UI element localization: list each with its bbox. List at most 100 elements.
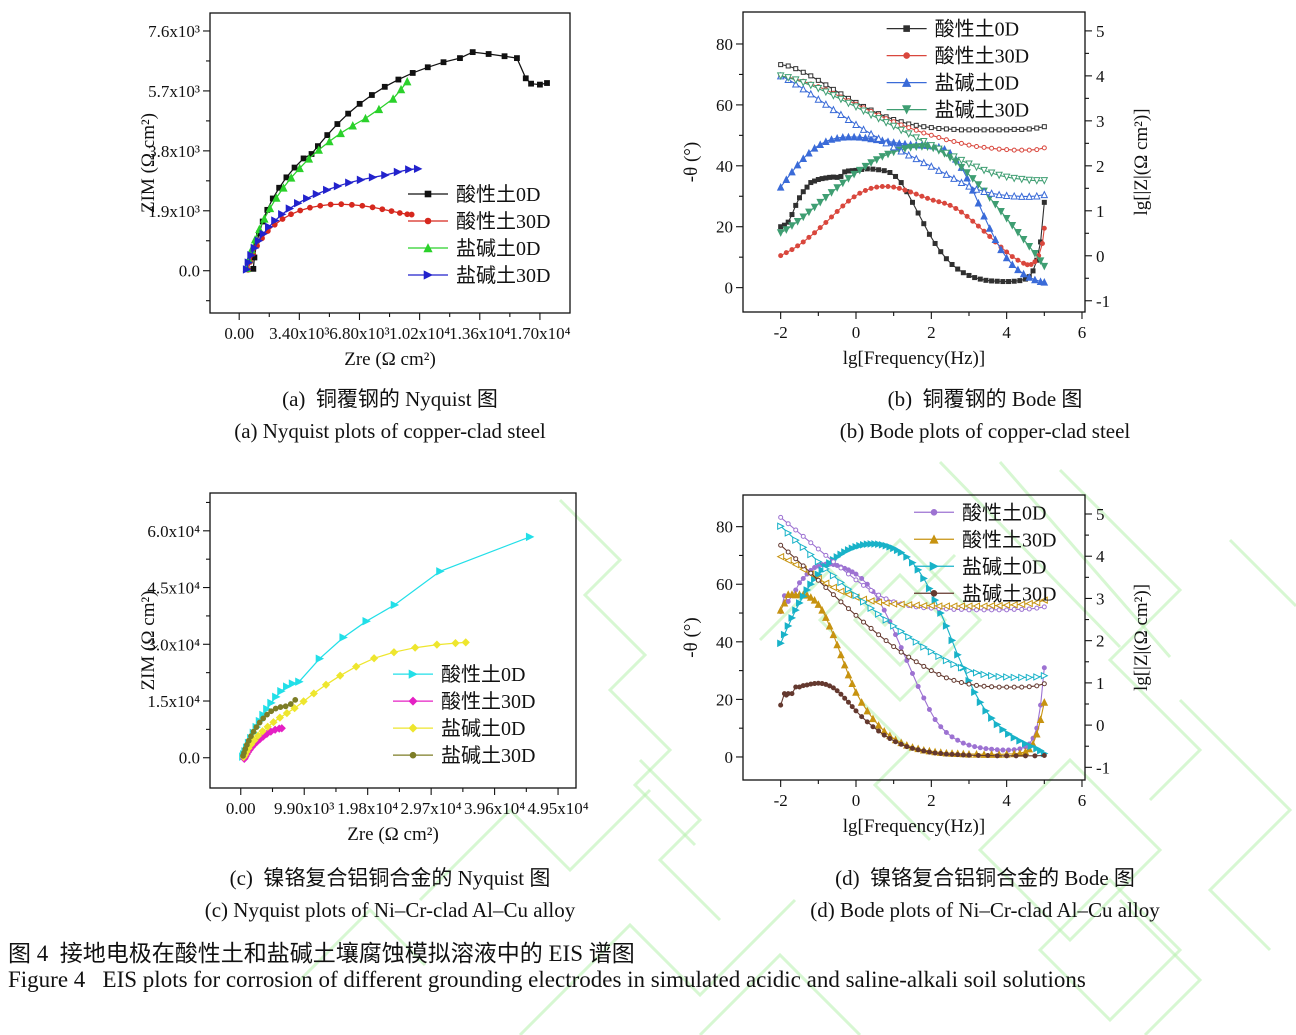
svg-text:5.7x10³: 5.7x10³ xyxy=(148,82,200,101)
svg-text:-1: -1 xyxy=(1096,292,1110,311)
chart-b-series-1-curve xyxy=(778,184,1047,268)
svg-text:0: 0 xyxy=(1096,716,1105,735)
svg-text:60: 60 xyxy=(716,575,733,594)
svg-text:盐碱土30D: 盐碱土30D xyxy=(456,264,550,287)
svg-text:9.90x10³: 9.90x10³ xyxy=(274,799,334,818)
svg-text:0: 0 xyxy=(1096,247,1105,266)
chart-c-series-2-curve xyxy=(239,638,470,762)
subcaption-b-cn: (b) 铜覆钢的 Bode 图 xyxy=(887,387,1083,411)
svg-text:5: 5 xyxy=(1096,505,1105,524)
chart-a-tick-labels: 0.00 3.40x10³ 6.80x10³ 1.02x10⁴1.36x10⁴1.70… xyxy=(148,22,570,343)
chart-b-axes xyxy=(736,11,1092,319)
chart-b-axis-titles: lg[Frequency(Hz)] -θ (°) lg[|Z|(Ω cm²)] xyxy=(681,108,1152,369)
svg-text:1: 1 xyxy=(1096,202,1105,221)
svg-text:0.00: 0.00 xyxy=(224,324,254,343)
chart-d-series-3-curve xyxy=(778,680,1047,759)
svg-text:2: 2 xyxy=(927,323,936,342)
subcaption-a-en: (a) Nyquist plots of copper-clad steel xyxy=(234,419,546,443)
chart-a-axis-titles: Zre (Ω cm²) ZIM (Ω cm²) xyxy=(138,113,436,370)
subcaption-c-en: (c) Nyquist plots of Ni–Cr-clad Al–Cu al… xyxy=(204,898,576,922)
chart-a-legend: 酸性土0D 酸性土30D 盐碱土0D 盐碱土30D xyxy=(408,183,550,287)
svg-text:-θ (°): -θ (°) xyxy=(681,617,702,657)
svg-text:7.6x10³: 7.6x10³ xyxy=(148,22,200,41)
svg-text:4: 4 xyxy=(1002,323,1011,342)
subcaption-d-en: (d) Bode plots of Ni–Cr-clad Al–Cu alloy xyxy=(810,898,1160,922)
subcaption-b-en: (b) Bode plots of copper-clad steel xyxy=(839,419,1131,443)
svg-text:0: 0 xyxy=(725,279,734,298)
svg-text:Zre (Ω cm²): Zre (Ω cm²) xyxy=(344,349,436,370)
chart-d-axis-titles: lg[Frequency(Hz)] -θ (°) lg[|Z|(Ω cm²)] xyxy=(681,584,1152,837)
chart-a-series-3-curve xyxy=(242,164,423,274)
svg-text:2.97x10⁴: 2.97x10⁴ xyxy=(401,799,462,818)
chart-b-series-4-impedance xyxy=(778,62,1047,133)
svg-text:lg[|Z|(Ω cm²)]: lg[|Z|(Ω cm²)] xyxy=(1131,584,1152,691)
chart-b-legend: 酸性土0D 酸性土30D 盐碱土0D 盐碱土30D xyxy=(886,18,1029,122)
svg-text:0.00: 0.00 xyxy=(226,799,256,818)
svg-text:lg[|Z|(Ω cm²)]: lg[|Z|(Ω cm²)] xyxy=(1131,108,1152,215)
svg-text:3.0x10⁴: 3.0x10⁴ xyxy=(147,635,200,654)
chart-c-nyquist-nicr-clad-alcu-alloy: 0.00 9.90x10³ 1.98x10⁴ 2.97x10⁴ 3.96x10⁴ 4.95… xyxy=(138,492,589,845)
svg-text:6.0x10⁴: 6.0x10⁴ xyxy=(147,522,200,541)
chart-a-series-1-curve xyxy=(245,201,415,273)
figure-caption-english: Figure 4 EIS plots for corrosion of diff… xyxy=(8,967,1086,992)
svg-text:-2: -2 xyxy=(774,323,788,342)
svg-text:盐碱土30D: 盐碱土30D xyxy=(441,744,535,767)
chart-d-series-6-impedance xyxy=(777,522,1049,682)
figure-caption-chinese: 图 4 接地电极在酸性土和盐碱土壤腐蚀模拟溶液中的 EIS 谱图 xyxy=(8,941,635,966)
svg-text:1: 1 xyxy=(1096,674,1105,693)
chart-c-legend: 酸性土0D 酸性土30D 盐碱土0D 盐碱土30D xyxy=(393,663,535,767)
svg-text:4.95x10⁴: 4.95x10⁴ xyxy=(527,799,588,818)
svg-text:60: 60 xyxy=(716,96,733,115)
svg-text:酸性土30D: 酸性土30D xyxy=(456,210,550,233)
subcaption-a-cn: (a) 铜覆钢的 Nyquist 图 xyxy=(282,387,498,411)
svg-text:盐碱土0D: 盐碱土0D xyxy=(456,237,540,260)
chart-a-nyquist-copper-clad-steel: 0.00 3.40x10³ 6.80x10³ 1.02x10⁴1.36x10⁴1.70… xyxy=(138,12,571,370)
chart-d-legend: 酸性土0D 酸性土30D 盐碱土0D 盐碱土30D xyxy=(914,501,1056,605)
subcaption-d-cn: (d) 镍铬复合铝铜合金的 Bode 图 xyxy=(835,866,1135,890)
svg-text:80: 80 xyxy=(716,518,733,537)
svg-text:1.5x10⁴: 1.5x10⁴ xyxy=(147,692,200,711)
svg-text:盐碱土0D: 盐碱土0D xyxy=(441,717,525,740)
svg-text:lg[Frequency(Hz)]: lg[Frequency(Hz)] xyxy=(843,816,985,837)
svg-text:酸性土30D: 酸性土30D xyxy=(962,528,1056,551)
svg-text:盐碱土30D: 盐碱土30D xyxy=(935,99,1029,122)
svg-text:5: 5 xyxy=(1096,22,1105,41)
svg-text:3.96x10⁴: 3.96x10⁴ xyxy=(464,799,525,818)
svg-text:4: 4 xyxy=(1096,67,1105,86)
svg-text:3.8x10³: 3.8x10³ xyxy=(148,142,200,161)
chart-d-bode-nicr-clad-alcu-alloy: -2 0 2 4 6020406080-1012345lg[Frequency(Hz)]… xyxy=(681,494,1152,837)
svg-text:2: 2 xyxy=(1096,157,1105,176)
svg-text:-2: -2 xyxy=(774,791,788,810)
svg-text:1.70x10⁴: 1.70x10⁴ xyxy=(509,324,570,343)
svg-text:-1: -1 xyxy=(1096,758,1110,777)
chart-c-axes xyxy=(203,492,577,795)
svg-text:1.9x10³: 1.9x10³ xyxy=(148,202,200,221)
svg-text:4.5x10⁴: 4.5x10⁴ xyxy=(147,579,200,598)
svg-text:4: 4 xyxy=(1002,791,1011,810)
svg-text:6.80x10³: 6.80x10³ xyxy=(329,324,389,343)
svg-text:酸性土0D: 酸性土0D xyxy=(456,183,540,206)
subcaption-c-cn: (c) 镍铬复合铝铜合金的 Nyquist 图 xyxy=(229,866,551,890)
svg-text:1.98x10⁴: 1.98x10⁴ xyxy=(337,799,398,818)
chart-d-series-2-curve xyxy=(777,540,1049,758)
svg-text:2: 2 xyxy=(927,791,936,810)
chart-d-axes xyxy=(736,494,1092,787)
svg-text:lg[Frequency(Hz)]: lg[Frequency(Hz)] xyxy=(843,348,985,369)
svg-text:Zre (Ω cm²): Zre (Ω cm²) xyxy=(347,824,439,845)
chart-b-bode-copper-clad-steel: -2 0 2 4 6020406080-1012345lg[Frequency(Hz)]… xyxy=(681,11,1152,369)
chart-d-series-7-impedance xyxy=(778,542,1047,690)
chart-d-series-5-impedance xyxy=(776,552,1048,610)
svg-text:酸性土0D: 酸性土0D xyxy=(441,663,525,686)
svg-text:-θ (°): -θ (°) xyxy=(681,142,702,182)
svg-text:40: 40 xyxy=(716,633,733,652)
svg-text:酸性土0D: 酸性土0D xyxy=(962,501,1046,524)
chart-c-axis-titles: Zre (Ω cm²) ZIM (Ω cm²) xyxy=(138,590,439,845)
svg-text:1.36x10⁴: 1.36x10⁴ xyxy=(449,324,510,343)
svg-text:ZIM (Ω cm²): ZIM (Ω cm²) xyxy=(138,590,159,690)
chart-b-series-0-curve xyxy=(778,166,1047,285)
svg-text:6: 6 xyxy=(1078,791,1087,810)
svg-text:0.0: 0.0 xyxy=(179,262,200,281)
